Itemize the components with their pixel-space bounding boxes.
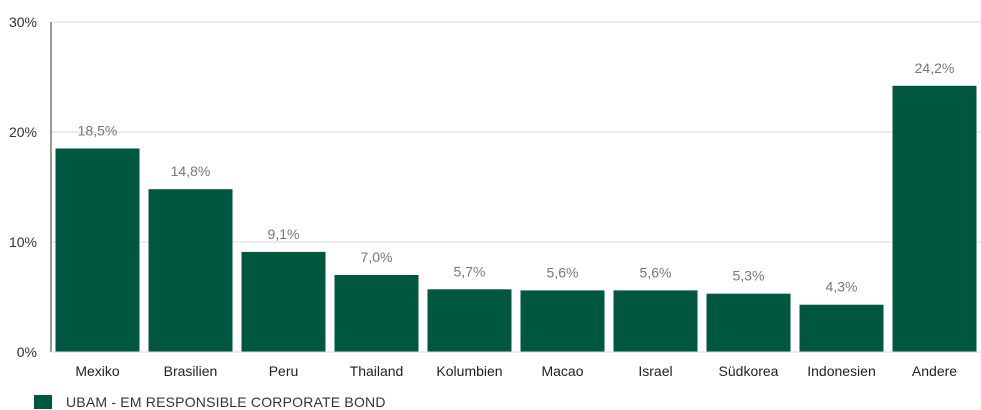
data-label: 5,7%: [454, 263, 486, 279]
data-label: 7,0%: [361, 249, 393, 265]
data-label: 5,3%: [733, 268, 765, 284]
data-label: 4,3%: [826, 279, 858, 295]
bar: [427, 289, 512, 352]
x-tick-label: Südkorea: [719, 363, 779, 379]
y-tick-label: 10%: [9, 234, 37, 250]
y-tick-label: 20%: [9, 124, 37, 140]
bar: [520, 290, 605, 352]
bar: [613, 290, 698, 352]
data-label: 5,6%: [547, 264, 579, 280]
data-label: 9,1%: [268, 226, 300, 242]
y-tick-label: 30%: [9, 14, 37, 30]
bar: [148, 189, 233, 352]
y-tick-label: 0%: [17, 344, 37, 360]
bar: [892, 85, 977, 353]
x-tick-label: Thailand: [350, 363, 404, 379]
x-tick-label: Indonesien: [807, 363, 876, 379]
x-tick-label: Israel: [638, 363, 672, 379]
bar: [334, 275, 419, 352]
x-tick-label: Peru: [269, 363, 299, 379]
x-tick-label: Brasilien: [164, 363, 218, 379]
data-label: 14,8%: [171, 163, 211, 179]
bar: [55, 148, 140, 352]
x-tick-label: Kolumbien: [436, 363, 502, 379]
legend-swatch: [34, 395, 52, 409]
bar: [799, 304, 884, 352]
legend-label: UBAM - EM RESPONSIBLE CORPORATE BOND: [66, 394, 386, 410]
x-tick-label: Andere: [912, 363, 957, 379]
data-label: 5,6%: [640, 264, 672, 280]
data-label: 18,5%: [78, 123, 118, 139]
x-tick-label: Mexiko: [75, 363, 120, 379]
data-label: 24,2%: [915, 60, 955, 76]
x-tick-label: Macao: [541, 363, 583, 379]
bar: [241, 251, 326, 352]
legend: UBAM - EM RESPONSIBLE CORPORATE BOND: [34, 394, 386, 410]
bar: [706, 293, 791, 352]
